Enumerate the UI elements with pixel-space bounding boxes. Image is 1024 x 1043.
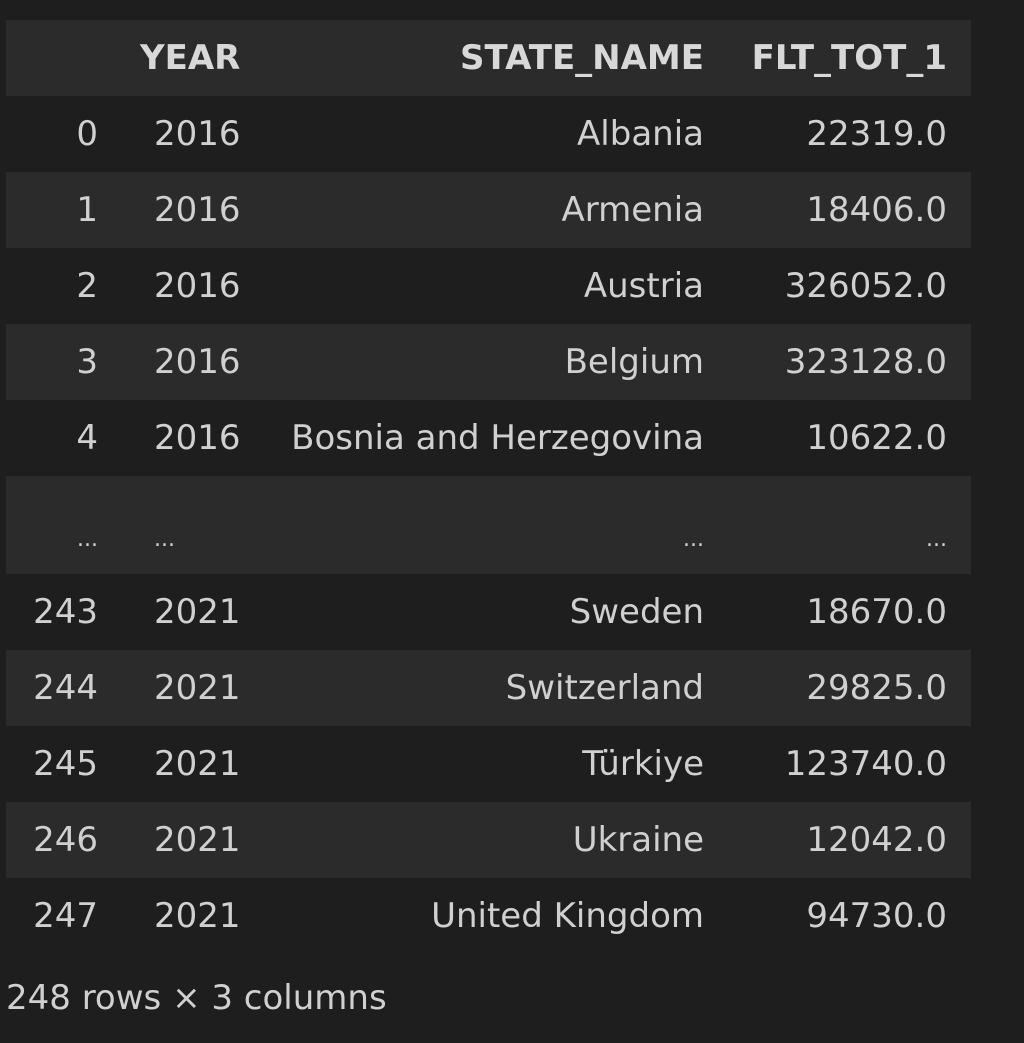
flt-tot-1-cell: 22319.0	[806, 114, 947, 154]
row-index: 4	[76, 418, 98, 458]
year-cell: 2021	[154, 592, 241, 632]
table-row: 245 2021 Türkiye 123740.0	[6, 726, 971, 802]
flt-tot-1-cell: 18406.0	[806, 190, 947, 230]
flt-tot-1-cell: 94730.0	[806, 896, 947, 936]
state-name-cell: United Kingdom	[431, 896, 704, 936]
state-name-cell: Sweden	[569, 592, 704, 632]
year-cell: 2021	[154, 896, 241, 936]
dataframe-shape-summary: 248 rows × 3 columns	[6, 978, 387, 1018]
dataframe-table-container: YEAR STATE_NAME FLT_TOT_1 0 2016 Albania…	[6, 20, 971, 954]
year-cell: 2016	[154, 266, 241, 306]
flt-tot-1-cell: 123740.0	[784, 744, 947, 784]
table-body: 0 2016 Albania 22319.0 1 2016 Armenia 18…	[6, 96, 971, 954]
flt-tot-1-cell: 12042.0	[806, 820, 947, 860]
row-index: ...	[77, 527, 98, 552]
table-row: 1 2016 Armenia 18406.0	[6, 172, 971, 248]
year-cell: ...	[154, 527, 175, 552]
flt-tot-1-cell: 323128.0	[784, 342, 947, 382]
table-row: 2 2016 Austria 326052.0	[6, 248, 971, 324]
row-index: 247	[33, 896, 98, 936]
year-cell: 2021	[154, 668, 241, 708]
state-name-cell: Albania	[577, 114, 704, 154]
row-index: 1	[76, 190, 98, 230]
ellipsis-row: ... ... ... ...	[6, 476, 971, 574]
flt-tot-1-cell: 10622.0	[806, 418, 947, 458]
state-name-cell: Ukraine	[572, 820, 704, 860]
dataframe-table: YEAR STATE_NAME FLT_TOT_1 0 2016 Albania…	[6, 20, 971, 954]
table-header: YEAR STATE_NAME FLT_TOT_1	[6, 20, 971, 96]
state-name-cell: Belgium	[564, 342, 704, 382]
year-cell: 2021	[154, 744, 241, 784]
state-name-cell: Armenia	[561, 190, 704, 230]
state-name-cell: ...	[683, 527, 704, 552]
state-name-cell: Bosnia and Herzegovina	[291, 418, 704, 458]
flt-tot-1-cell: 29825.0	[806, 668, 947, 708]
year-cell: 2016	[154, 190, 241, 230]
year-cell: 2016	[154, 342, 241, 382]
row-index: 243	[33, 592, 98, 632]
row-index: 245	[33, 744, 98, 784]
state-name-column-header: STATE_NAME	[460, 38, 704, 78]
row-index: 0	[76, 114, 98, 154]
header-row: YEAR STATE_NAME FLT_TOT_1	[6, 20, 971, 96]
row-index: 3	[76, 342, 98, 382]
table-row: 246 2021 Ukraine 12042.0	[6, 802, 971, 878]
table-row: 247 2021 United Kingdom 94730.0	[6, 878, 971, 954]
table-row: 3 2016 Belgium 323128.0	[6, 324, 971, 400]
state-name-cell: Switzerland	[505, 668, 704, 708]
flt-tot-1-cell: 18670.0	[806, 592, 947, 632]
row-index: 246	[33, 820, 98, 860]
flt-tot-1-column-header: FLT_TOT_1	[751, 38, 947, 78]
state-name-cell: Austria	[583, 266, 704, 306]
flt-tot-1-cell: 326052.0	[784, 266, 947, 306]
row-index: 2	[76, 266, 98, 306]
year-cell: 2016	[154, 114, 241, 154]
flt-tot-1-cell: ...	[926, 527, 947, 552]
table-row: 243 2021 Sweden 18670.0	[6, 574, 971, 650]
row-index: 244	[33, 668, 98, 708]
state-name-cell: Türkiye	[582, 744, 704, 784]
table-row: 244 2021 Switzerland 29825.0	[6, 650, 971, 726]
year-cell: 2016	[154, 418, 241, 458]
index-column-header	[6, 20, 102, 96]
table-row: 4 2016 Bosnia and Herzegovina 10622.0	[6, 400, 971, 476]
table-row: 0 2016 Albania 22319.0	[6, 96, 971, 172]
year-column-header: YEAR	[140, 38, 241, 78]
year-cell: 2021	[154, 820, 241, 860]
